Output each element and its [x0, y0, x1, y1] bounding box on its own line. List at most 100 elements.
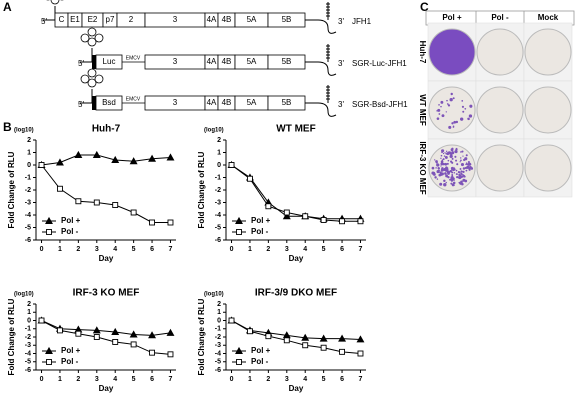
y-unit: (log10) [14, 128, 34, 134]
series-line [231, 320, 361, 340]
x-tick-label: 1 [58, 376, 62, 383]
x-tick-label: 3 [95, 376, 99, 383]
data-point [319, 334, 328, 342]
colony [446, 103, 449, 105]
y-axis-label: Fold Change of RLU [197, 298, 206, 375]
segment-label: 2 [129, 15, 134, 24]
colony [432, 173, 436, 176]
segment-label: 5A [247, 57, 257, 66]
colony [436, 117, 440, 120]
x-axis-label: Day [289, 254, 304, 263]
colony [459, 171, 461, 174]
stem-loop-bulb [87, 68, 97, 78]
colony [452, 126, 455, 128]
column-header: Pol - [491, 13, 509, 22]
well [476, 144, 524, 192]
colony [452, 168, 455, 172]
y-tick-label: -3 [215, 199, 221, 206]
segment-label: 3 [173, 98, 178, 107]
y-unit: (log10) [204, 292, 224, 298]
y-tick-label: -6 [25, 367, 31, 374]
x-tick-label: 4 [303, 376, 307, 383]
y-axis-label: Fold Change of RLU [7, 151, 16, 228]
colony [462, 167, 466, 170]
colony [431, 166, 435, 170]
colony [445, 181, 447, 184]
colony [446, 162, 449, 165]
colony [451, 171, 454, 174]
colony [449, 98, 453, 102]
x-tick-label: 5 [132, 376, 136, 383]
series-line [41, 154, 171, 166]
panel-label: B [3, 120, 12, 134]
chart-title: IRF-3/9 DKO MEF [255, 288, 337, 299]
segment-label: 5A [247, 98, 257, 107]
colony [453, 167, 456, 169]
well [524, 144, 572, 192]
data-point [228, 317, 235, 324]
colony [445, 153, 447, 155]
segment-label: 4A [207, 98, 217, 107]
colony [462, 178, 466, 182]
colony [443, 183, 447, 187]
colony [444, 162, 448, 166]
y-tick-label: 2 [27, 137, 31, 144]
ires-label: EMCV [126, 55, 141, 61]
y-tick-label: -4 [215, 212, 221, 219]
data-point [283, 209, 290, 216]
stem-loop-bulb [50, 0, 60, 5]
colony [449, 170, 452, 172]
stem-loop-bulb [80, 74, 90, 84]
x-tick-label: 0 [40, 246, 44, 253]
colony [453, 171, 456, 174]
segment-label: E2 [88, 15, 98, 24]
colony [445, 150, 448, 153]
reporter-label: Bsd [102, 98, 116, 107]
y-tick-label: 1 [217, 149, 221, 156]
colony [462, 110, 465, 113]
colony [460, 117, 464, 121]
series-line [41, 320, 171, 355]
colony [469, 104, 473, 108]
colony [441, 149, 445, 153]
colony [440, 168, 444, 172]
legend-label: Pol + [61, 216, 81, 225]
x-tick-label: 3 [95, 246, 99, 253]
data-point [93, 199, 100, 206]
y-tick-label: -1 [25, 174, 31, 181]
colony [435, 167, 437, 169]
data-point [302, 342, 309, 349]
data-point [265, 203, 272, 210]
colony [456, 163, 459, 166]
y-tick-label: 0 [27, 162, 31, 169]
colony [447, 159, 450, 162]
colony [464, 157, 468, 161]
three-prime-tail [317, 2, 337, 34]
colony [442, 158, 445, 161]
three-prime: 3' [338, 59, 344, 68]
y-tick-label: 0 [27, 317, 31, 324]
three-prime-tail [317, 44, 337, 76]
data-point [339, 348, 346, 355]
colony [465, 154, 468, 157]
reporter-bar [92, 96, 96, 110]
data-point [356, 335, 365, 343]
x-tick-label: 6 [150, 376, 154, 383]
legend-marker [46, 359, 52, 365]
colony [460, 157, 462, 159]
y-tick-label: -4 [25, 212, 31, 219]
legend-label: Pol - [251, 227, 269, 236]
x-tick-label: 7 [359, 246, 363, 253]
data-point [302, 213, 309, 220]
x-tick-label: 6 [340, 376, 344, 383]
y-unit: (log10) [14, 292, 34, 298]
y-tick-label: 2 [27, 301, 31, 308]
well [524, 86, 572, 134]
colony [434, 176, 437, 179]
y-tick-label: 1 [27, 149, 31, 156]
stem-loop-bulb [87, 37, 97, 47]
colony [438, 104, 440, 106]
series-line [231, 164, 361, 222]
data-point [149, 349, 156, 356]
y-tick-label: -2 [25, 187, 31, 194]
